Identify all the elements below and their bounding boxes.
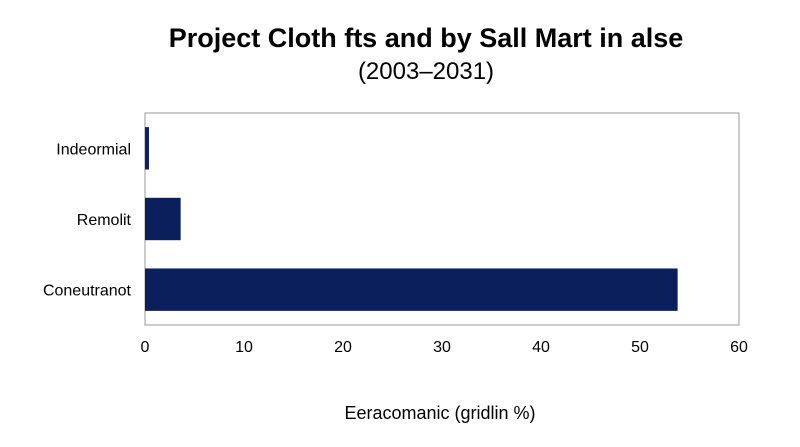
x-tick-label: 60	[730, 339, 748, 356]
chart-subtitle: (2003–2031)	[357, 58, 495, 85]
chart-title: Project Cloth fts and by Sall Mart in al…	[168, 23, 684, 53]
x-tick-label: 20	[334, 339, 352, 356]
x-axis-label: Eeracomanic (gridlin %)	[344, 403, 536, 423]
x-tick-label: 40	[532, 339, 550, 356]
category-label: Remolit	[77, 212, 132, 229]
x-tick-label: 10	[235, 339, 253, 356]
bar-remolit	[145, 197, 181, 241]
x-tick-label: 50	[631, 339, 649, 356]
category-label: Coneutranot	[43, 283, 132, 300]
category-labels: Indeormial Remolit Coneutranot	[43, 141, 132, 299]
x-tick-label: 30	[433, 339, 451, 356]
x-tick-labels: 0 10 20 30 40 50 60	[141, 339, 748, 356]
bar-indeormial	[145, 127, 149, 170]
bars-group	[145, 127, 678, 311]
bar-coneutranot	[145, 268, 678, 311]
x-tick-label: 0	[141, 339, 150, 356]
category-label: Indeormial	[56, 141, 131, 158]
